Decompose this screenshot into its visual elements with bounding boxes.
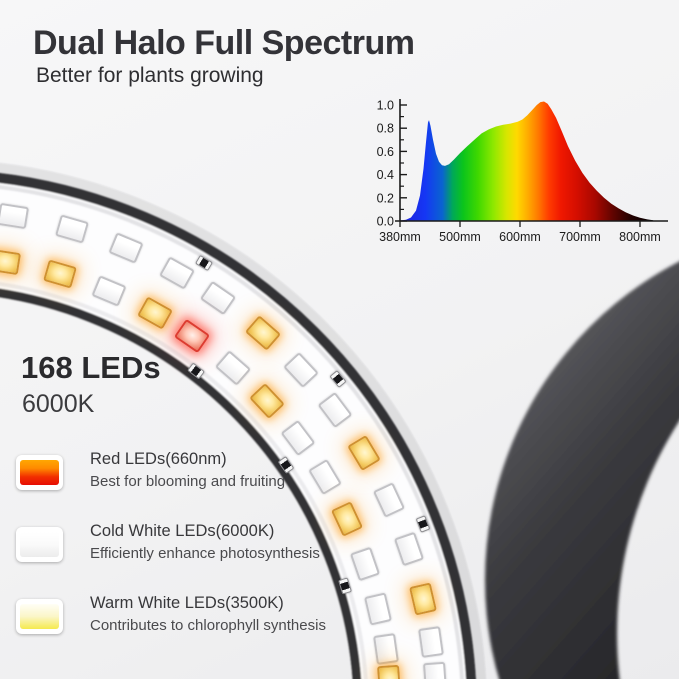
y-tick-label: 0.4 [377, 168, 394, 182]
led-chip-white [108, 232, 144, 264]
legend-texts: Cold White LEDs(6000K) Efficiently enhan… [90, 522, 320, 562]
led-chip-white [422, 661, 447, 679]
led-chip-warm [42, 259, 77, 289]
cold-white-led-swatch-core [20, 532, 59, 557]
page-subtitle: Better for plants growing [36, 64, 264, 87]
led-chip-white [280, 419, 316, 456]
led-chip-white [350, 546, 381, 581]
led-chip-warm [0, 248, 22, 275]
y-tick-label: 0.6 [377, 145, 394, 159]
red-led-swatch-core [20, 460, 59, 485]
led-chip-white [317, 391, 353, 429]
y-tick-label: 0.8 [377, 122, 394, 136]
led-chip-white [200, 281, 237, 316]
red-led-swatch [16, 455, 63, 490]
legend-description: Best for blooming and fruiting [90, 473, 286, 490]
y-tick-label: 1.0 [377, 99, 394, 113]
x-tick-label: 700mm [559, 230, 601, 244]
page-title: Dual Halo Full Spectrum [33, 24, 415, 62]
legend-texts: Warm White LEDs(3500K) Contributes to ch… [90, 594, 326, 634]
legend-title: Cold White LEDs(6000K) [90, 522, 275, 540]
led-chip-red [174, 318, 211, 354]
color-temperature: 6000K [22, 390, 95, 418]
led-chip-white [214, 350, 252, 386]
legend-description: Efficiently enhance photosynthesis [90, 545, 320, 562]
led-count: 168 LEDs [21, 350, 161, 385]
led-chip-warm [331, 501, 364, 538]
led-chip-white [364, 592, 393, 627]
legend-item-warm-white: Warm White LEDs(3500K) Contributes to ch… [16, 594, 326, 634]
led-chip-chiplet [329, 369, 347, 388]
spectrum-chart: 0.0 0.2 0.4 0.6 0.8 1.0 380mm 500mm 600mm 700mm 80… [377, 99, 668, 244]
y-tick-label: 0.2 [377, 191, 394, 205]
x-tick-label: 800mm [619, 230, 661, 244]
led-chip-white [283, 351, 320, 388]
y-tick-label: 0.0 [377, 215, 394, 229]
led-chip-chiplet [194, 254, 213, 271]
led-chip-warm [249, 382, 286, 420]
legend-item-red: Red LEDs(660nm) Best for blooming and fr… [16, 450, 285, 490]
led-chip-white [418, 626, 445, 659]
led-chip-chiplet [415, 515, 431, 533]
legend-title: Red LEDs(660nm) [90, 450, 227, 468]
led-chip-white [0, 203, 29, 230]
led-chip-white [90, 274, 127, 307]
led-chip-warm [376, 664, 401, 679]
cold-white-led-swatch [16, 527, 63, 562]
led-chip-warm [409, 582, 438, 616]
led-chip-white [372, 482, 406, 518]
led-chip-chiplet [338, 577, 353, 595]
legend-texts: Red LEDs(660nm) Best for blooming and fr… [90, 450, 285, 490]
led-chip-warm [347, 435, 382, 472]
x-tick-label: 600mm [499, 230, 541, 244]
spectrum-area [400, 101, 654, 221]
led-chip-chiplet [186, 362, 205, 380]
legend-description: Contributes to chlorophyll synthesis [90, 617, 326, 634]
led-chip-warm [245, 315, 282, 351]
led-chip-white [393, 531, 424, 566]
x-tick-label: 380mm [379, 230, 421, 244]
legend-item-cold-white: Cold White LEDs(6000K) Efficiently enhan… [16, 522, 320, 562]
led-chip-warm [137, 296, 174, 330]
led-chip-white [372, 632, 399, 665]
warm-white-led-swatch [16, 599, 63, 634]
led-chip-white [307, 459, 342, 496]
halo-ring-dark [485, 261, 679, 679]
warm-white-led-swatch-core [20, 604, 59, 629]
x-tick-label: 500mm [439, 230, 481, 244]
led-chip-white [55, 214, 90, 245]
led-chip-white [159, 256, 196, 290]
legend-title: Warm White LEDs(3500K) [90, 594, 284, 612]
